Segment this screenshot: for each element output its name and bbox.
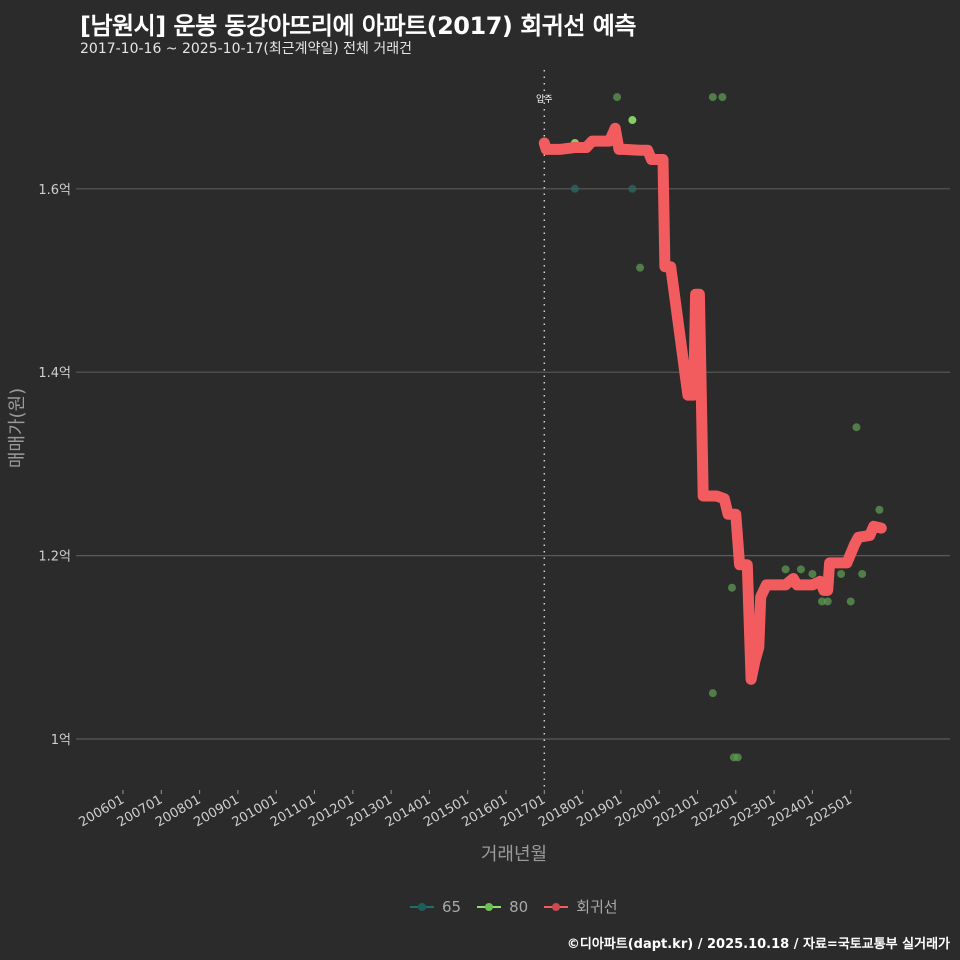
data-point-80 [846, 597, 855, 606]
data-point-65 [570, 184, 579, 193]
y-tick-label: 1.6억 [38, 183, 71, 198]
move-in-label: 입주 [536, 93, 553, 105]
scatter-points [570, 93, 884, 762]
legend-item-regression[interactable]: 회귀선 [544, 896, 618, 917]
y-tick-label: 1억 [51, 733, 71, 748]
data-point-80 [708, 93, 717, 102]
data-point-80 [718, 93, 727, 102]
gridlines [76, 188, 950, 740]
legend: 65 80 회귀선 [410, 896, 626, 917]
legend-key-regression-icon [544, 900, 569, 914]
legend-key-80-icon [477, 900, 502, 914]
regression-path [538, 122, 887, 685]
move-in-annotation: 입주 [536, 70, 553, 790]
x-axis-ticks: 2006012007012008012009012010012011012012… [77, 790, 855, 830]
data-point-80 [613, 93, 622, 102]
data-point-80 [875, 505, 884, 514]
data-point-80 [837, 569, 846, 578]
data-point-80 [636, 263, 645, 272]
y-axis-ticks: 1억 1.2억 1.4억 1.6억 [38, 183, 71, 748]
legend-item-80[interactable]: 80 [477, 898, 528, 916]
chart-subtitle: 2017-10-16 ~ 2025-10-17(최근계약일) 전체 거래건 [80, 41, 412, 57]
data-point-80 [858, 569, 867, 578]
data-point-80 [781, 565, 790, 574]
legend-label-65: 65 [442, 897, 462, 916]
y-axis-title: 매매가(원) [7, 388, 28, 468]
legend-label-80: 80 [509, 897, 529, 916]
data-point-65 [628, 184, 637, 193]
data-point-80 [817, 597, 826, 606]
data-point-80 [727, 583, 736, 592]
chart-title: [남원시] 운봉 동강아뜨리에 아파트(2017) 회귀선 예측 [80, 12, 636, 40]
data-point-80 [823, 597, 832, 606]
data-point-80 [852, 423, 861, 432]
data-point-80 [796, 565, 805, 574]
data-point-80 [733, 753, 742, 762]
source-credit: ©디아파트(dapt.kr) / 2025.10.18 / 자료=국토교통부 실… [566, 937, 950, 952]
x-axis-title: 거래년월 [481, 844, 547, 865]
legend-item-65[interactable]: 65 [410, 898, 461, 916]
data-point-80 [708, 689, 717, 698]
data-point-80 [808, 569, 817, 578]
legend-key-65-icon [410, 900, 434, 914]
legend-label-regression: 회귀선 [576, 898, 618, 916]
regression-line [538, 122, 887, 685]
y-tick-label: 1.4억 [38, 366, 71, 381]
y-tick-label: 1.2억 [38, 550, 71, 565]
data-point-80 [628, 116, 637, 125]
